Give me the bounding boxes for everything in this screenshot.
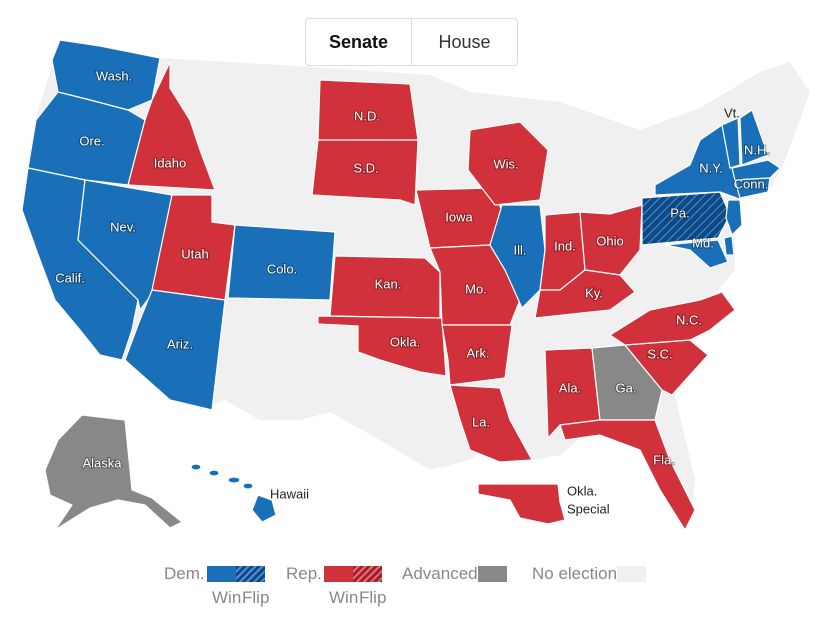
state-arizona[interactable]: [124, 289, 226, 411]
label-mo: Mo.: [465, 281, 487, 296]
label-sd: S.D.: [353, 160, 378, 175]
legend-dem-win-swatch: [206, 566, 236, 582]
label-ohio: Ohio: [596, 233, 623, 248]
legend-dem-label: Dem.: [164, 564, 205, 583]
label-ore: Ore.: [79, 133, 104, 148]
label-md: Md.: [692, 235, 714, 250]
label-fla: Fla.: [653, 452, 675, 467]
legend-no-election-swatch: [617, 566, 647, 582]
legend-dem-win: Win: [212, 588, 242, 607]
label-ark: Ark.: [466, 345, 489, 360]
state-illinois[interactable]: [489, 204, 546, 309]
state-maryland[interactable]: [664, 239, 729, 269]
label-nh: N.H.: [744, 142, 770, 157]
label-calif: Calif.: [55, 270, 85, 285]
state-oklahoma[interactable]: [317, 315, 447, 377]
label-colo: Colo.: [267, 261, 297, 276]
state-alaska[interactable]: [44, 414, 183, 531]
state-kansas[interactable]: [329, 255, 441, 319]
label-kan: Kan.: [375, 276, 402, 291]
state-connecticut[interactable]: [734, 177, 771, 199]
label-pa: Pa.: [670, 205, 690, 220]
label-ind: Ind.: [554, 238, 576, 253]
label-utah: Utah: [181, 246, 208, 261]
label-iowa: Iowa: [445, 209, 473, 224]
label-nd: N.D.: [354, 108, 380, 123]
label-okla-special-line2: Special: [567, 501, 610, 516]
legend-rep-label: Rep.: [286, 564, 322, 583]
state-vermont[interactable]: [721, 117, 741, 169]
state-delaware[interactable]: [723, 235, 735, 256]
state-colorado[interactable]: [227, 224, 336, 301]
state-wisconsin[interactable]: [467, 121, 549, 206]
state-south-dakota[interactable]: [311, 139, 419, 206]
legend-rep-flip-swatch: [352, 566, 382, 582]
us-election-map: Wash. Ore. Calif. Nev. Idaho Utah Ariz. …: [21, 39, 810, 531]
map-legend: Dem. Win Flip Rep. Win Flip Advanced No …: [164, 564, 684, 608]
legend-advanced-swatch: [477, 566, 507, 582]
label-nc: N.C.: [676, 312, 702, 327]
label-la: La.: [472, 414, 490, 429]
legend-no-election-label: No election: [532, 564, 618, 583]
state-georgia[interactable]: [591, 344, 663, 421]
label-vt: Vt.: [724, 105, 740, 120]
legend-rep-win-swatch: [323, 566, 353, 582]
tab-senate[interactable]: Senate: [328, 31, 389, 52]
label-ky: Ky.: [585, 285, 603, 300]
state-louisiana[interactable]: [449, 384, 533, 463]
label-nev: Nev.: [110, 219, 136, 234]
label-ny: N.Y.: [699, 160, 723, 175]
legend-rep: Rep.: [286, 564, 382, 584]
legend-advanced: Advanced: [402, 564, 507, 584]
label-ga: Ga.: [616, 380, 637, 395]
label-okla: Okla.: [390, 334, 420, 349]
legend-advanced-label: Advanced: [402, 564, 478, 583]
state-kentucky[interactable]: [534, 269, 636, 319]
label-ill: Ill.: [514, 242, 527, 257]
label-sc: S.C.: [647, 346, 672, 361]
legend-rep-flip: Flip: [359, 588, 387, 607]
label-wash: Wash.: [96, 68, 132, 83]
label-wis: Wis.: [493, 156, 518, 171]
label-alaska: Alaska: [82, 455, 122, 470]
state-new-hampshire[interactable]: [739, 109, 769, 166]
label-okla-special-line1: Okla.: [567, 483, 597, 498]
label-hawaii: Hawaii: [270, 486, 309, 501]
legend-dem-flip-swatch: [235, 566, 265, 582]
state-new-jersey[interactable]: [725, 199, 743, 236]
label-ala: Ala.: [559, 380, 581, 395]
state-oklahoma-special[interactable]: [477, 483, 566, 525]
label-idaho: Idaho: [154, 155, 187, 170]
state-arkansas[interactable]: [441, 324, 513, 386]
legend-dem-flip: Flip: [242, 588, 270, 607]
state-north-carolina[interactable]: [609, 291, 736, 346]
legend-dem: Dem.: [164, 564, 265, 584]
label-conn: Conn.: [734, 176, 769, 191]
state-massachusetts[interactable]: [731, 159, 781, 181]
legend-rep-win: Win: [329, 588, 359, 607]
state-hawaii[interactable]: [190, 463, 277, 523]
label-ariz: Ariz.: [167, 336, 193, 351]
chamber-toggle: Senate House: [305, 18, 518, 66]
legend-no-election: No election: [532, 564, 647, 584]
state-florida[interactable]: [559, 419, 696, 531]
tab-house[interactable]: House: [411, 19, 517, 65]
state-idaho[interactable]: [127, 61, 216, 191]
